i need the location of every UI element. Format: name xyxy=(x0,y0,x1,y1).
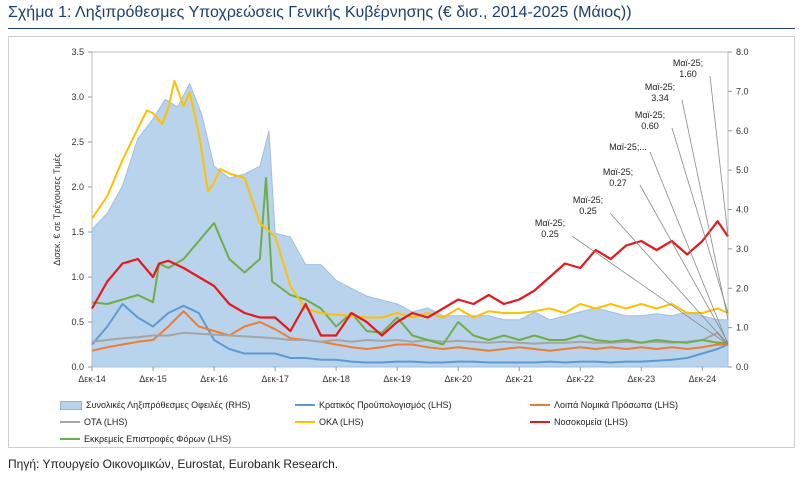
title-divider xyxy=(8,28,795,29)
series-area-total xyxy=(91,82,729,368)
annotation-leader-hospitals xyxy=(709,75,729,237)
x-tick-label: Δεκ-15 xyxy=(139,374,167,384)
right-tick-label: 3.0 xyxy=(736,244,749,254)
x-tick-label: Δεκ-24 xyxy=(689,374,717,384)
annotation-value-oka: 0.60 xyxy=(641,121,659,131)
annotation-value-total: 3.34 xyxy=(651,93,669,103)
x-tick-label: Δεκ-20 xyxy=(444,374,472,384)
annotation-label-oka: Μαϊ-25; xyxy=(635,110,665,120)
x-tick-label: Δεκ-18 xyxy=(322,374,350,384)
series-line-ota xyxy=(91,331,729,346)
legend-label-total: Συνολικές Ληξιπρόθεσμες Οφειλές (RHS) xyxy=(86,400,251,410)
right-tick-label: 0.0 xyxy=(736,362,749,372)
legend-swatch-total xyxy=(60,400,82,410)
left-tick-label: 3.0 xyxy=(71,92,84,102)
legend-item-tax: Εκκρεμείς Επιστροφές Φόρων (LHS) xyxy=(60,434,231,444)
legend-swatch-legal xyxy=(530,404,550,406)
left-tick-label: 1.0 xyxy=(71,272,84,282)
legend-label-hospitals: Νοσοκομεία (LHS) xyxy=(554,417,628,427)
annotation-value-budget: 0.25 xyxy=(541,229,559,239)
right-tick-label: 4.0 xyxy=(736,205,749,215)
annotation-leader-budget xyxy=(571,235,729,345)
legend-item-oka: ΟΚΑ (LHS) xyxy=(295,417,364,427)
left-tick-label: 0.5 xyxy=(71,317,84,327)
left-tick-label: 0.0 xyxy=(71,362,84,372)
right-tick-label: 6.0 xyxy=(736,126,749,136)
left-tick-label: 1.5 xyxy=(71,227,84,237)
x-tick-label: Δεκ-17 xyxy=(261,374,289,384)
series-line-oka xyxy=(91,79,729,319)
annotation-label-hospitals: Μαϊ-25; xyxy=(673,58,703,68)
annotation-leader-legal xyxy=(609,212,729,345)
series-line-legal xyxy=(91,310,728,352)
right-tick-label: 2.0 xyxy=(736,283,749,293)
series-line-hospitals xyxy=(91,220,729,337)
x-tick-label: Δεκ-16 xyxy=(200,374,228,384)
annotation-label-budget: Μαϊ-25; xyxy=(535,218,565,228)
x-tick-label: Δεκ-19 xyxy=(383,374,411,384)
y-axis-label: Δισεκ. € σε Τρέχουσες Τιμές xyxy=(52,153,62,266)
right-tick-label: 5.0 xyxy=(736,165,749,175)
right-tick-label: 7.0 xyxy=(736,86,749,96)
annotation-label-ota: Μαϊ-25;... xyxy=(609,142,647,152)
annotation-label-legal: Μαϊ-25; xyxy=(573,195,603,205)
annotation-leader-oka xyxy=(671,127,729,314)
legend-label-budget: Κρατικός Προϋπολογισμός (LHS) xyxy=(319,400,452,410)
left-tick-label: 3.5 xyxy=(71,47,84,57)
annotation-leader-tax xyxy=(639,184,729,343)
annotation-label-total: Μαϊ-25; xyxy=(645,82,675,92)
annotation-value-hospitals: 1.60 xyxy=(679,69,697,79)
x-tick-label: Δεκ-14 xyxy=(78,374,106,384)
right-tick-label: 8.0 xyxy=(736,47,749,57)
chart-title: Σχήμα 1: Ληξιπρόθεσμες Υποχρεώσεις Γενικ… xyxy=(8,4,632,21)
legend-swatch-budget xyxy=(295,404,315,406)
annotation-leader-total xyxy=(681,99,729,320)
legend-label-oka: ΟΚΑ (LHS) xyxy=(319,417,364,427)
legend-item-legal: Λοιπά Νομικά Πρόσωπα (LHS) xyxy=(530,400,678,410)
legend-swatch-oka xyxy=(295,421,315,423)
source-note: Πηγή: Υπουργείο Οικονομικών, Eurostat, E… xyxy=(8,457,339,471)
series-line-tax xyxy=(91,177,728,346)
x-tick-label: Δεκ-23 xyxy=(628,374,656,384)
x-tick-label: Δεκ-21 xyxy=(505,374,533,384)
annotation-value-legal: 0.25 xyxy=(579,206,597,216)
legend-item-budget: Κρατικός Προϋπολογισμός (LHS) xyxy=(295,400,452,410)
legend-label-legal: Λοιπά Νομικά Πρόσωπα (LHS) xyxy=(554,400,678,410)
annotation-value-tax: 0.27 xyxy=(609,178,627,188)
left-tick-label: 2.0 xyxy=(71,182,84,192)
legend-swatch-hospitals xyxy=(530,421,550,423)
legend-label-ota: ΟΤΑ (LHS) xyxy=(84,417,128,427)
chart-frame xyxy=(8,36,795,448)
legend-swatch-tax xyxy=(60,438,80,440)
legend-item-hospitals: Νοσοκομεία (LHS) xyxy=(530,417,628,427)
legend-item-total: Συνολικές Ληξιπρόθεσμες Οφειλές (RHS) xyxy=(60,400,250,410)
left-tick-label: 2.5 xyxy=(71,137,84,147)
legend-swatch-ota xyxy=(60,421,80,423)
right-tick-label: 1.0 xyxy=(736,323,749,333)
x-tick-label: Δεκ-22 xyxy=(567,374,595,384)
annotation-label-tax: Μαϊ-25; xyxy=(603,167,633,177)
series-line-budget xyxy=(91,303,729,364)
legend-item-ota: ΟΤΑ (LHS) xyxy=(60,417,127,427)
legend-label-tax: Εκκρεμείς Επιστροφές Φόρων (LHS) xyxy=(84,434,232,444)
annotation-leader-ota xyxy=(649,151,729,345)
